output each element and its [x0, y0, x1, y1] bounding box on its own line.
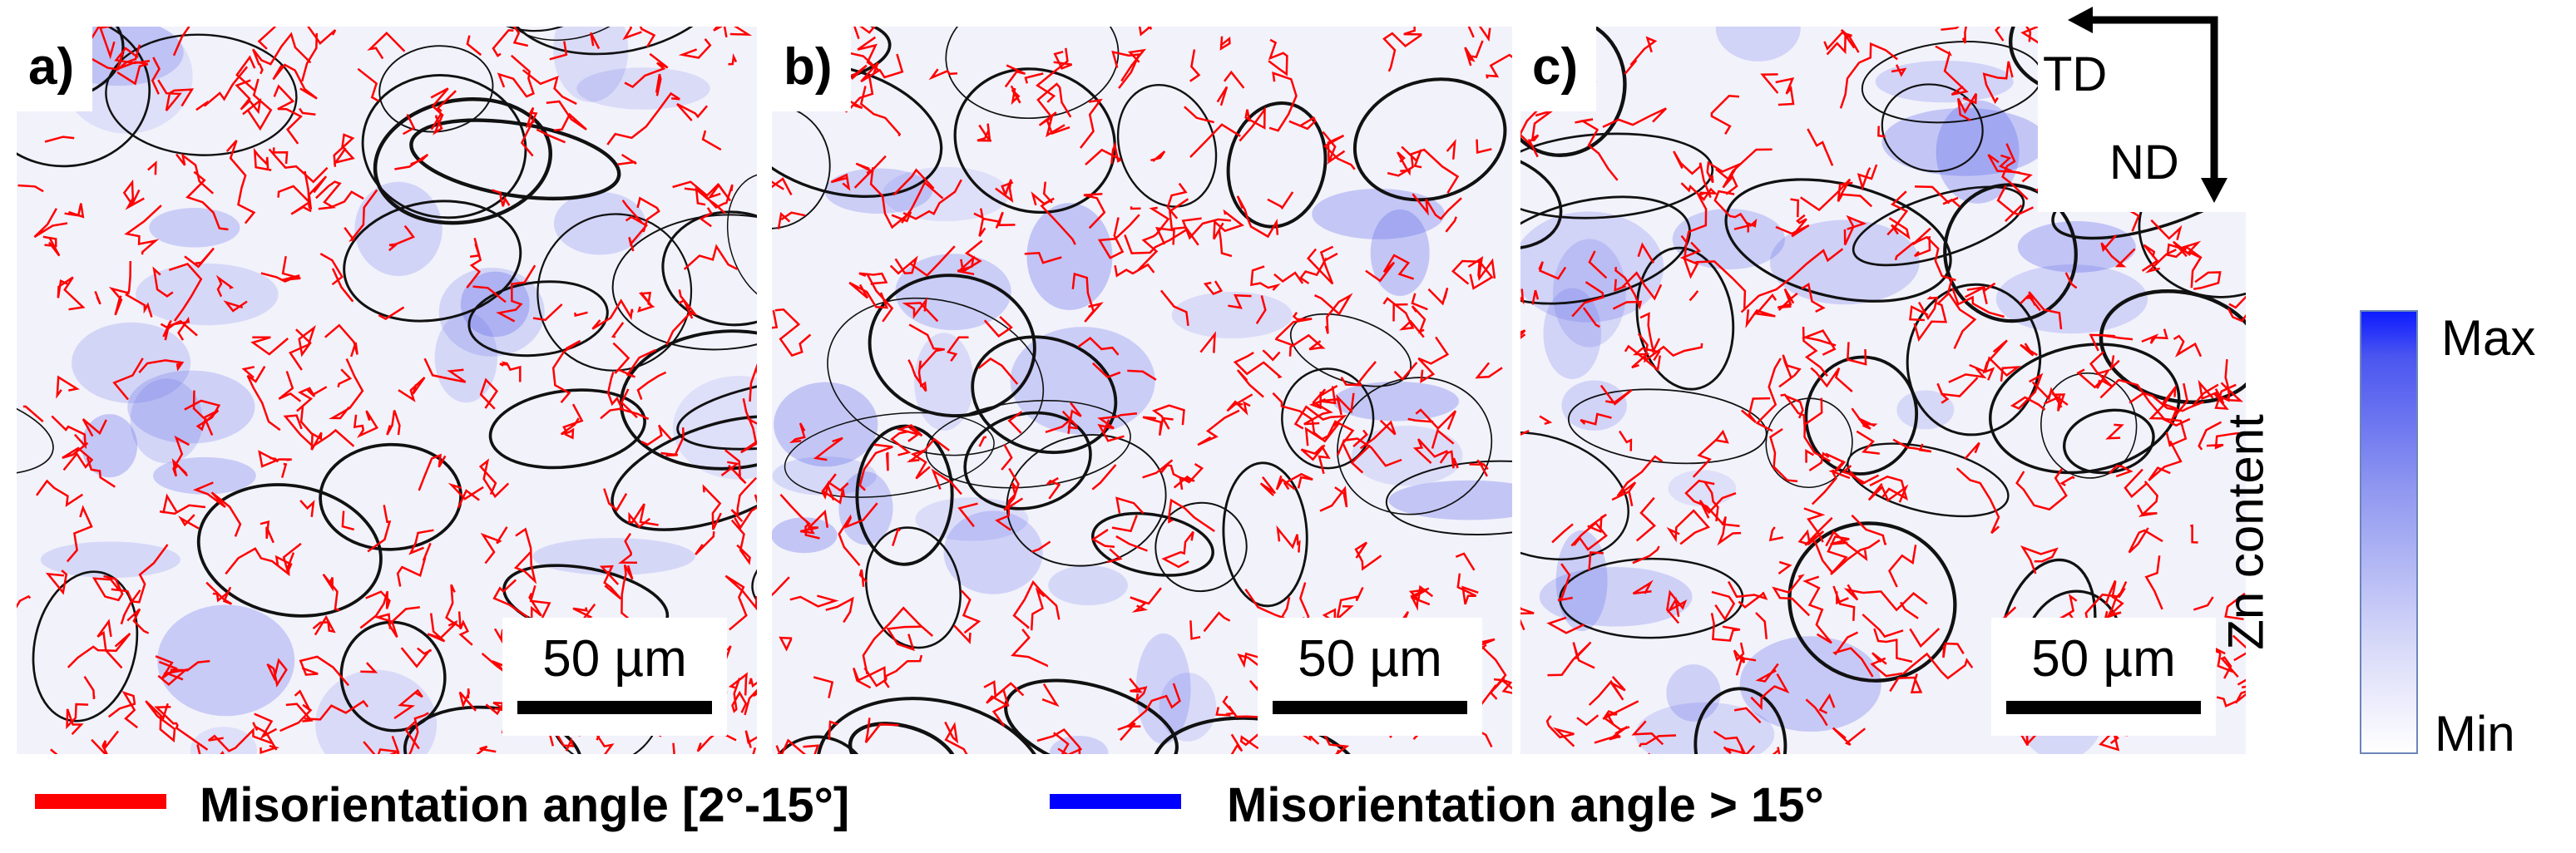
- scale-bar-a-label: 50 µm: [542, 630, 687, 688]
- legend-blue-line: [1050, 794, 1181, 809]
- micrograph-a-image: [17, 27, 757, 754]
- zn-content-colorbar: [2360, 310, 2418, 754]
- scale-bar-c-line: [2006, 701, 2201, 714]
- direction-arrows-icon: [2068, 7, 2227, 203]
- scale-bar-b-label: 50 µm: [1298, 630, 1442, 688]
- scale-bar-c-label: 50 µm: [2031, 630, 2176, 688]
- td-label: TD: [2043, 47, 2108, 101]
- scale-bar-a-line: [517, 701, 712, 714]
- legend-low-angle-label: Misorientation angle [2°-15°]: [200, 778, 850, 832]
- scale-bar-b-line: [1273, 701, 1467, 714]
- nd-label: ND: [2109, 136, 2179, 190]
- micrograph-panel-a: a) 50 µm: [17, 27, 757, 754]
- micrograph-b-image: [772, 27, 1512, 754]
- scale-bar-b: 50 µm: [1258, 618, 1482, 736]
- colorbar-max-label: Max: [2441, 310, 2536, 366]
- colorbar-title: Zn content: [2218, 414, 2274, 650]
- legend-high-angle-label: Misorientation angle > 15°: [1227, 778, 1824, 832]
- legend-red-line: [35, 794, 166, 809]
- panel-label-b: b): [772, 27, 851, 111]
- scale-bar-a: 50 µm: [502, 618, 727, 736]
- colorbar-min-label: Min: [2435, 706, 2515, 762]
- panel-label-c: c): [1520, 27, 1597, 111]
- scale-bar-c: 50 µm: [1991, 618, 2216, 736]
- direction-indicator: TD ND: [2038, 0, 2246, 212]
- panel-label-a: a): [17, 27, 93, 111]
- micrograph-panel-b: b) 50 µm: [772, 27, 1512, 754]
